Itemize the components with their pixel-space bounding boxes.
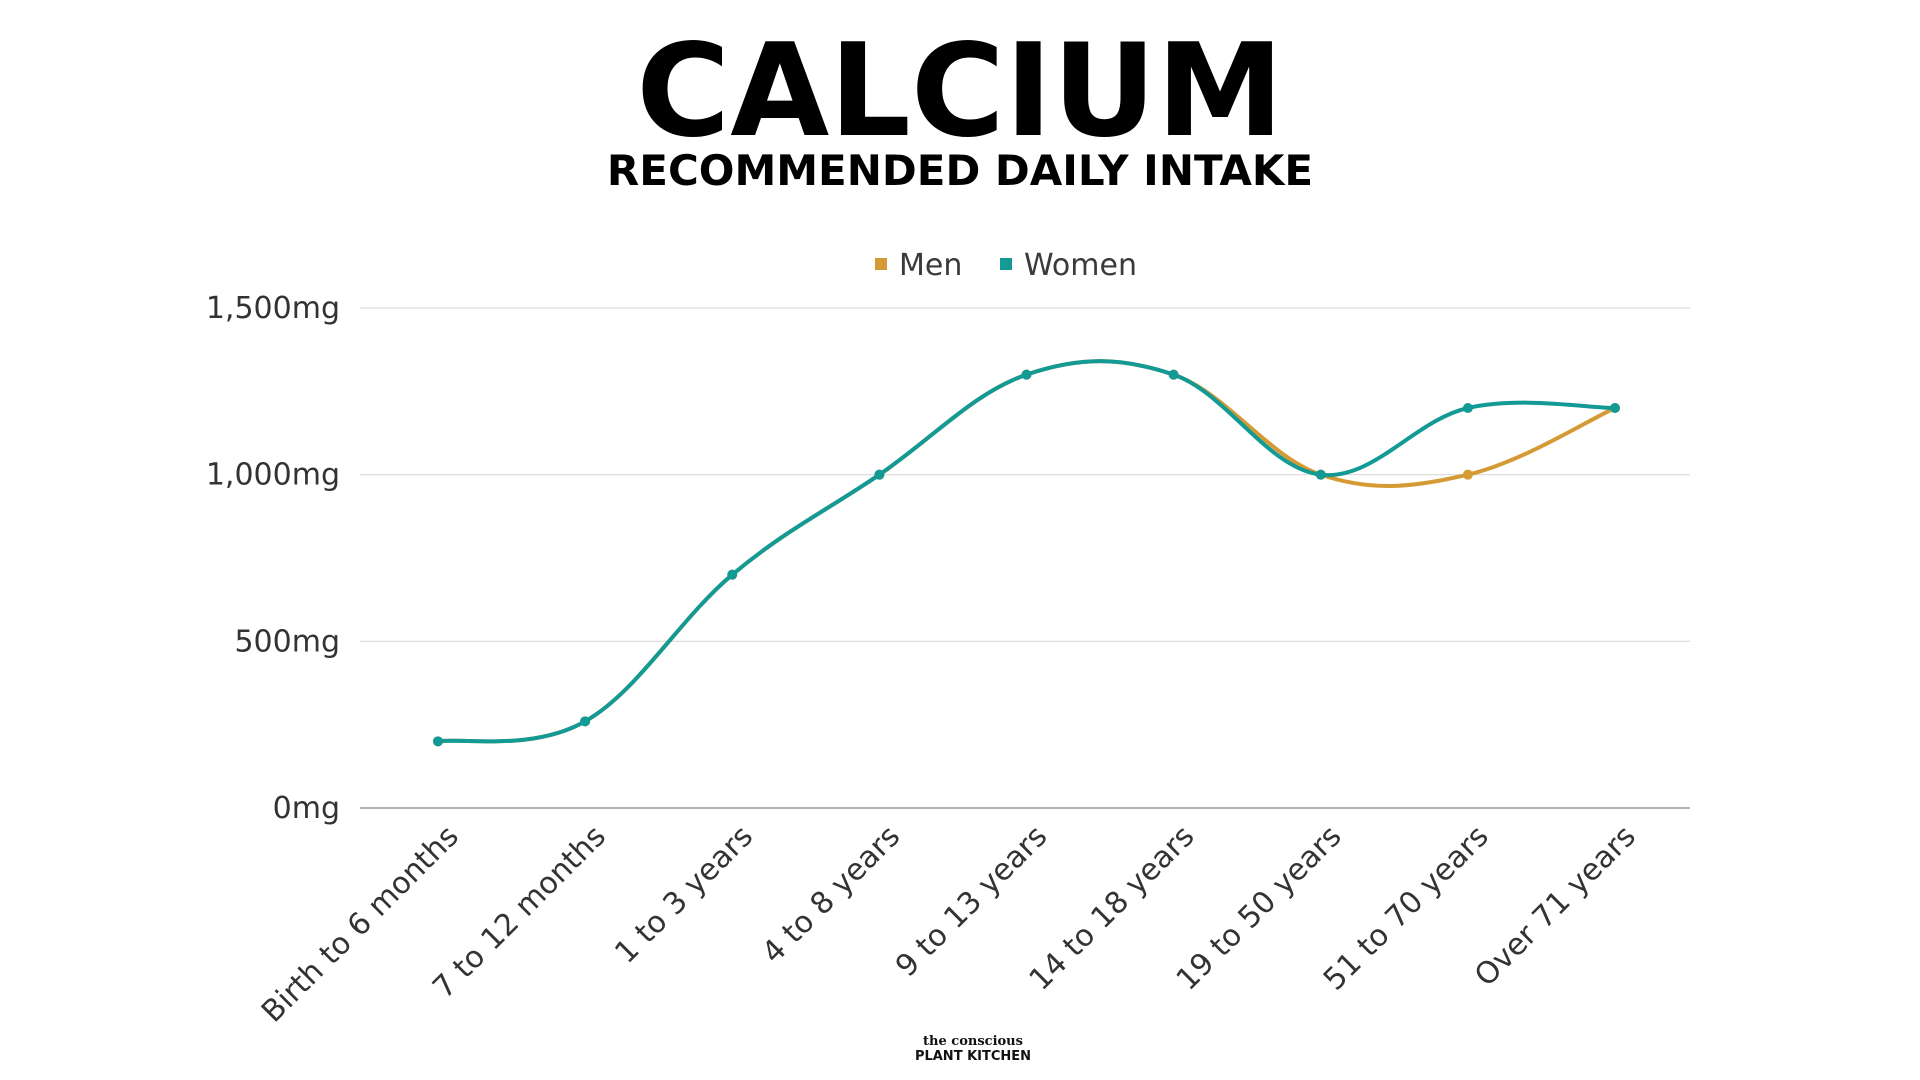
legend-swatch — [1000, 258, 1012, 270]
series-line-women — [436, 359, 1617, 744]
data-point-women — [1315, 469, 1326, 480]
series-layer — [433, 359, 1620, 747]
x-tick-label: Birth to 6 months — [255, 819, 466, 1030]
y-tick-label: 1,500mg — [206, 291, 340, 326]
legend: Men Women — [875, 248, 1137, 283]
data-point-women — [1462, 403, 1473, 413]
data-point-women — [1021, 369, 1032, 380]
brand-line-1: the conscious — [923, 1034, 1023, 1049]
legend-label: Women — [1024, 248, 1137, 283]
data-point-men — [1462, 469, 1473, 480]
gridlines — [360, 307, 1690, 809]
y-axis-ticks: 0mg 500mg 1,000mg 1,500mg — [206, 291, 340, 826]
data-point-women — [1168, 369, 1179, 380]
y-tick-label: 500mg — [234, 624, 340, 659]
brand-line-2: PLANT KITCHEN — [915, 1049, 1031, 1064]
chart-subtitle: RECOMMENDED DAILY INTAKE — [607, 146, 1313, 195]
y-tick-label: 0mg — [273, 791, 340, 826]
x-tick-label: 9 to 13 years — [889, 819, 1054, 984]
x-tick-label: 1 to 3 years — [608, 819, 760, 971]
y-tick-label: 1,000mg — [206, 458, 340, 493]
data-point-women — [580, 716, 591, 727]
data-point-women — [1610, 403, 1620, 413]
x-tick-label: 4 to 8 years — [755, 819, 907, 971]
chart-title: CALCIUM — [636, 17, 1283, 166]
legend-swatch — [875, 258, 887, 270]
legend-label: Men — [899, 248, 962, 283]
data-point-women — [874, 469, 885, 480]
data-point-women — [727, 569, 738, 580]
x-tick-label: Over 71 years — [1468, 819, 1643, 994]
data-point-women — [433, 736, 443, 747]
